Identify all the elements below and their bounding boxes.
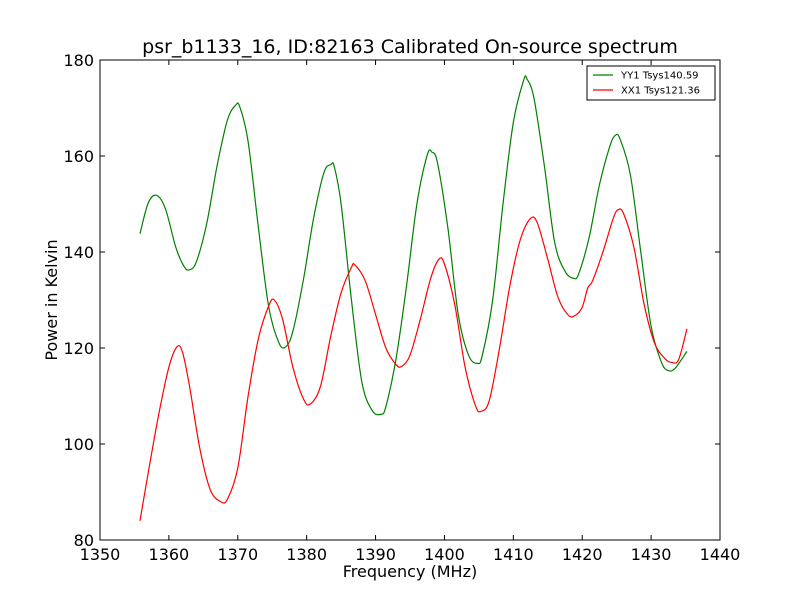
x-tick-label: 1430 [631,545,672,564]
y-tick-label: 140 [63,243,94,262]
legend: YY1 Tsys140.59 XX1 Tsys121.36 [586,65,716,101]
x-tick-label: 1360 [149,545,190,564]
series-line-1 [139,208,688,521]
x-axis-label: Frequency (MHz) [343,562,477,581]
legend-label-1: XX1 Tsys121.36 [621,86,700,97]
x-tick-label: 1350 [80,545,121,564]
plot-frame [99,59,721,541]
y-tick-label: 100 [63,435,94,454]
x-tick-label: 1440 [700,545,741,564]
x-axis-ticks: 1350 1360 1370 1380 1390 1400 1410 1420 1430 1440 [80,60,741,564]
x-tick-label: 1400 [424,545,465,564]
x-tick-label: 1370 [217,545,258,564]
x-tick-label: 1380 [286,545,327,564]
x-tick-label: 1390 [355,545,396,564]
plot-lines [139,75,688,521]
y-tick-label: 80 [74,531,94,550]
legend-box [586,65,716,101]
y-axis-label: Power in Kelvin [42,239,61,360]
y-axis-ticks: 80 100 120 140 160 180 [63,51,720,550]
y-tick-label: 120 [63,339,94,358]
legend-label-0: YY1 Tsys140.59 [620,71,699,82]
y-tick-label: 180 [63,51,94,70]
chart-title: psr_b1133_16, ID:82163 Calibrated On-sou… [142,36,678,58]
series-line-0 [139,75,688,416]
x-tick-label: 1420 [562,545,603,564]
y-tick-label: 160 [63,147,94,166]
x-tick-label: 1410 [493,545,534,564]
